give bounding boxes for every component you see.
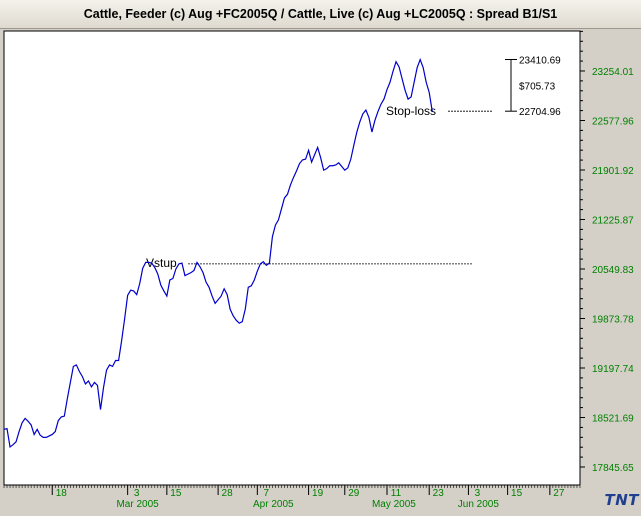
range-low-label: 22704.96 [519, 107, 561, 118]
x-tick-label: 11 [391, 488, 402, 499]
x-tick-label: 29 [348, 488, 360, 499]
y-axis: 17845.65 18521.69 19197.74 19873.78 20549.83… [580, 30, 634, 474]
y-tick-label: 21901.92 [592, 166, 634, 177]
x-tick-label: 3 [134, 488, 140, 499]
x-month-label: Apr 2005 [253, 499, 294, 510]
x-tick-label: 3 [475, 488, 481, 499]
series-line [3, 57, 433, 448]
x-axis-panel [0, 485, 641, 511]
plot-background [3, 30, 581, 486]
x-tick-label: 19 [312, 488, 324, 499]
price-chart[interactable]: 17845.65 18521.69 19197.74 19873.78 20549.83… [0, 29, 641, 511]
y-tick-label: 17845.65 [592, 463, 634, 474]
range-diff-label: $705.73 [519, 81, 556, 92]
range-high-label: 23410.69 [519, 56, 561, 67]
x-tick-label: 28 [222, 488, 234, 499]
x-tick-label: 15 [511, 488, 523, 499]
y-tick-label: 20549.83 [592, 265, 634, 276]
x-tick-label: 15 [170, 488, 182, 499]
x-tick-label: 18 [56, 488, 68, 499]
y-tick-label: 22577.96 [592, 116, 634, 127]
chart-area[interactable]: 17845.65 18521.69 19197.74 19873.78 20549.83… [0, 29, 641, 511]
stop-loss-label: Stop-loss [386, 104, 436, 118]
x-tick-label: 23 [433, 488, 445, 499]
x-month-label: Jun 2005 [458, 499, 500, 510]
y-tick-label: 23254.01 [592, 67, 634, 78]
chart-title: Cattle, Feeder (c) Aug +FC2005Q / Cattle… [0, 0, 641, 29]
x-tick-label: 27 [553, 488, 565, 499]
y-axis-panel [580, 31, 641, 485]
x-tick-label: 7 [264, 488, 270, 499]
tnt-logo: TNT [604, 491, 639, 509]
y-tick-label: 18521.69 [592, 414, 634, 425]
x-month-label: Mar 2005 [116, 499, 159, 510]
x-axis: 18 3 15 28 7 19 29 11 23 3 15 27 Mar 2005 Apr 2005 May… [3, 485, 581, 510]
y-tick-label: 19873.78 [592, 315, 634, 326]
x-month-label: May 2005 [372, 499, 416, 510]
y-tick-label: 21225.87 [592, 215, 634, 226]
y-tick-label: 19197.74 [592, 364, 634, 375]
